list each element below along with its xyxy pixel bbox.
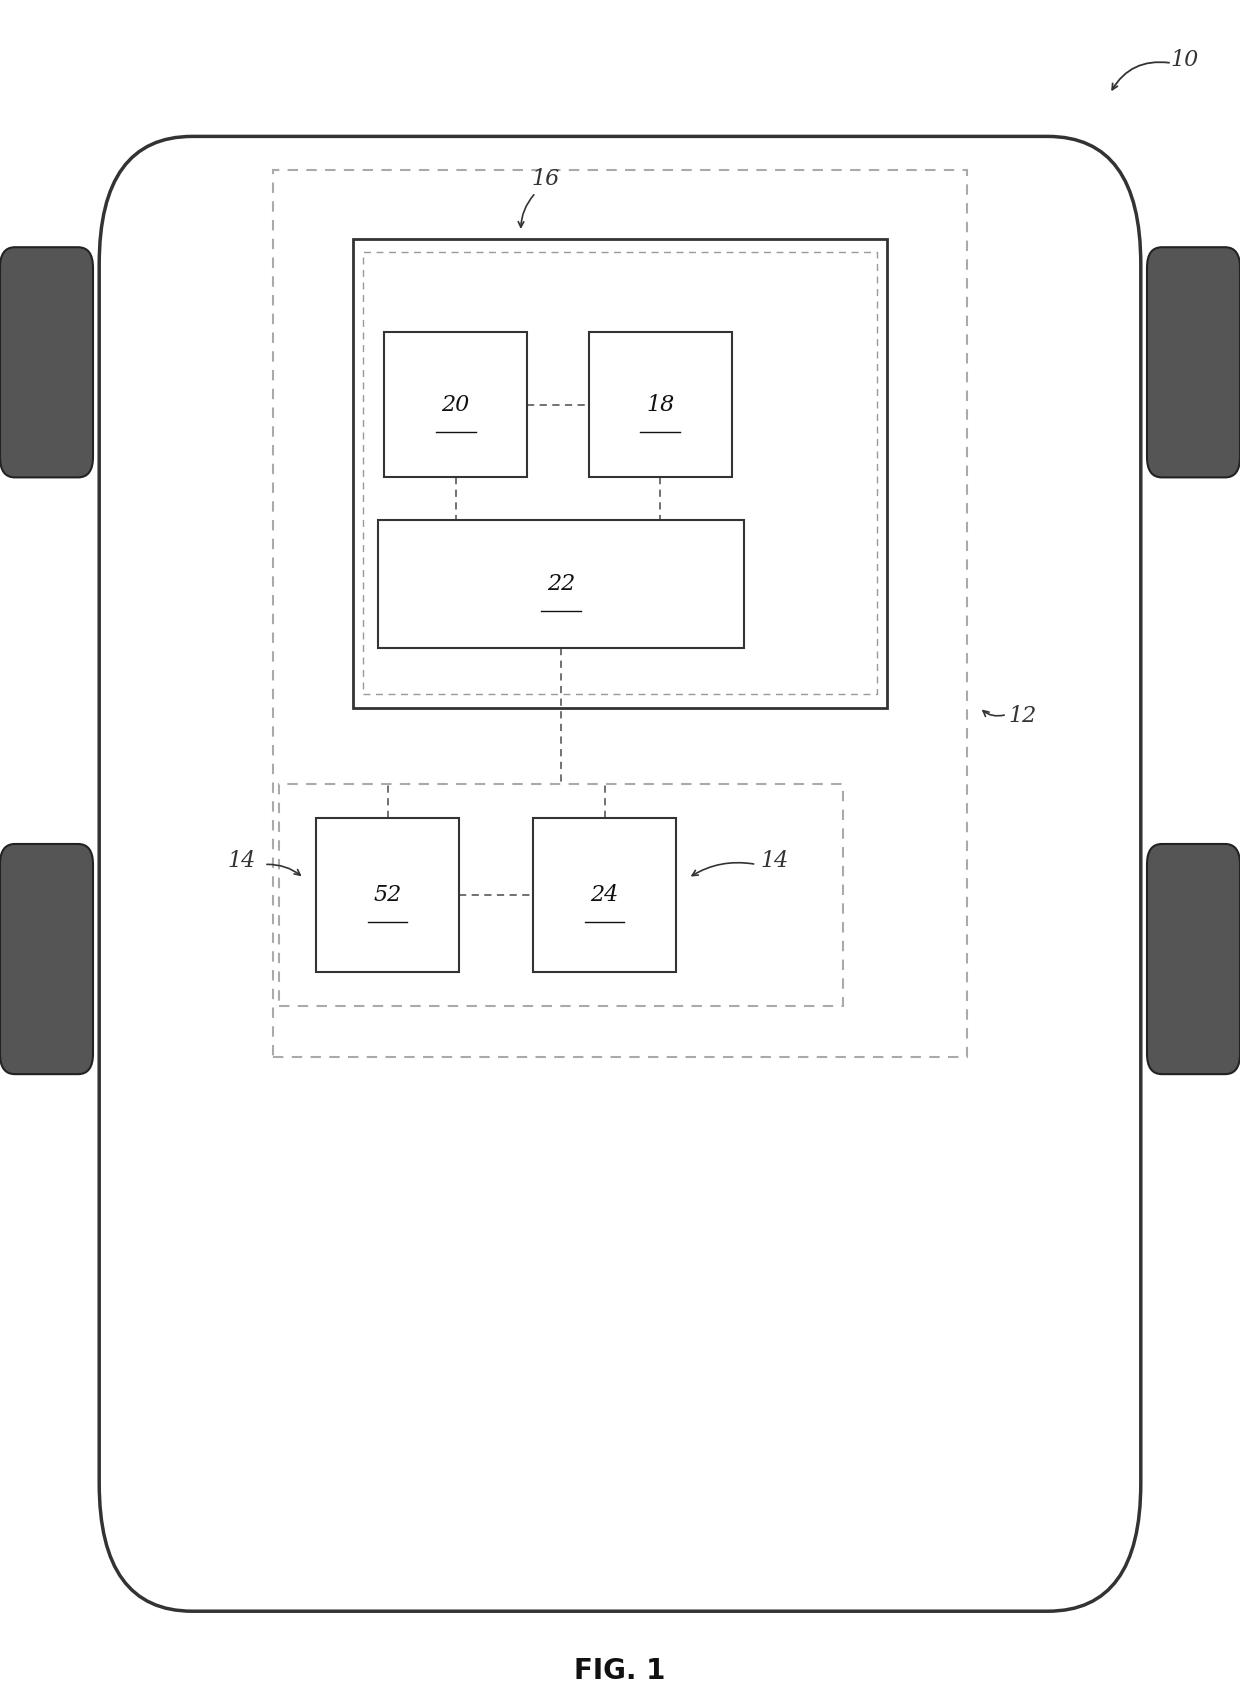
Text: 52: 52 [373,885,402,905]
Bar [384,332,527,477]
Bar [589,332,732,477]
FancyBboxPatch shape [1147,844,1240,1074]
Text: 14: 14 [228,851,255,871]
FancyBboxPatch shape [99,136,1141,1611]
Bar [378,520,744,648]
Bar [533,818,676,972]
Text: 10: 10 [1171,49,1198,70]
Text: 24: 24 [590,885,619,905]
Text: FIG. 1: FIG. 1 [574,1657,666,1685]
Text: 16: 16 [532,169,559,189]
Bar [273,170,967,1057]
Text: 12: 12 [1009,706,1037,726]
FancyBboxPatch shape [0,844,93,1074]
Text: 18: 18 [646,394,675,416]
FancyBboxPatch shape [0,247,93,477]
FancyBboxPatch shape [1147,247,1240,477]
Bar [316,818,459,972]
Text: 22: 22 [547,573,575,595]
Bar [279,784,843,1006]
Text: 20: 20 [441,394,470,416]
Bar [353,239,887,708]
Text: 14: 14 [761,851,789,871]
Bar [363,252,877,694]
